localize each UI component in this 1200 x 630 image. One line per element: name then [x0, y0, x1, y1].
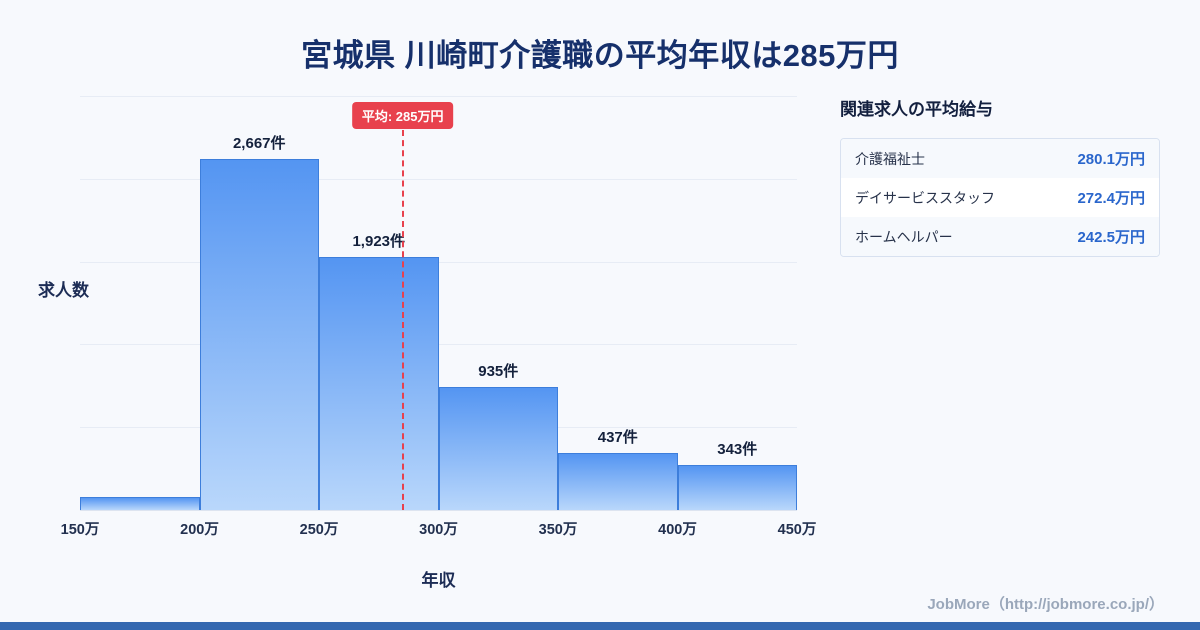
salary-value: 242.5万円 [1077, 229, 1145, 246]
bar-value-label: 1,923件 [352, 233, 406, 251]
salary-row: ホームヘルパー 242.5万円 [841, 217, 1159, 256]
bar-group [80, 96, 200, 510]
x-tick-label: 300万 [419, 522, 458, 538]
x-tick-label: 150万 [60, 522, 100, 538]
bar [319, 257, 439, 510]
page-title: 宮城県 川崎町介護職の平均年収は285万円 [301, 38, 899, 73]
x-axis-ticks: 150万 200万 250万 300万 350万 400万 450万 [61, 518, 817, 538]
salary-row: 介護福祉士 280.1万円 [841, 139, 1159, 178]
x-tick-label: 200万 [180, 522, 219, 538]
x-tick-label: 400万 [658, 522, 697, 538]
salary-job-label: デイサービススタッフ [855, 189, 995, 206]
bar [677, 464, 797, 510]
chart-plot: 2,667件 1,923件 935件 437件 343件 平均: 285万円 [80, 96, 797, 511]
gridline [80, 261, 797, 263]
bar-value-label: 343件 [717, 440, 758, 458]
brand-credit: JobMore（http://jobmore.co.jp/） [927, 596, 1164, 613]
bar-group: 437件 [558, 96, 678, 510]
bars: 2,667件 1,923件 935件 437件 343件 [80, 96, 797, 510]
y-axis-label: 求人数 [38, 281, 89, 300]
bar-value-label: 935件 [478, 363, 519, 381]
salary-value: 272.4万円 [1077, 190, 1145, 207]
gridline [80, 344, 797, 346]
salary-table: 介護福祉士 280.1万円デイサービススタッフ 272.4万円ホームヘルパー 242.… [840, 138, 1160, 257]
bar [199, 159, 319, 510]
bar [438, 387, 558, 510]
gridline [80, 178, 797, 180]
salary-job-label: ホームヘルパー [855, 228, 953, 245]
bar-group: 935件 [438, 96, 558, 510]
gridline [80, 96, 797, 97]
x-tick-label: 450万 [777, 522, 817, 538]
salary-job-label: 介護福祉士 [855, 150, 925, 167]
bar [558, 452, 678, 510]
average-badge: 平均: 285万円 [351, 102, 454, 129]
bar-group: 343件 [677, 96, 797, 510]
gridline [80, 510, 797, 511]
bar-value-label: 2,667件 [232, 135, 286, 153]
average-line [401, 130, 404, 510]
bar-value-label: 437件 [597, 428, 638, 446]
salary-value: 280.1万円 [1077, 151, 1145, 168]
salary-row: デイサービススタッフ 272.4万円 [841, 178, 1159, 217]
bar-group: 1,923件 [319, 96, 439, 510]
x-tick-label: 350万 [538, 522, 578, 538]
x-tick-label: 250万 [299, 522, 339, 538]
bar [80, 496, 200, 510]
side-panel-heading: 関連求人の平均給与 [840, 100, 993, 119]
x-axis-label: 年収 [421, 571, 456, 590]
bar-group: 2,667件 [199, 96, 319, 510]
footer-bar [0, 622, 1200, 630]
